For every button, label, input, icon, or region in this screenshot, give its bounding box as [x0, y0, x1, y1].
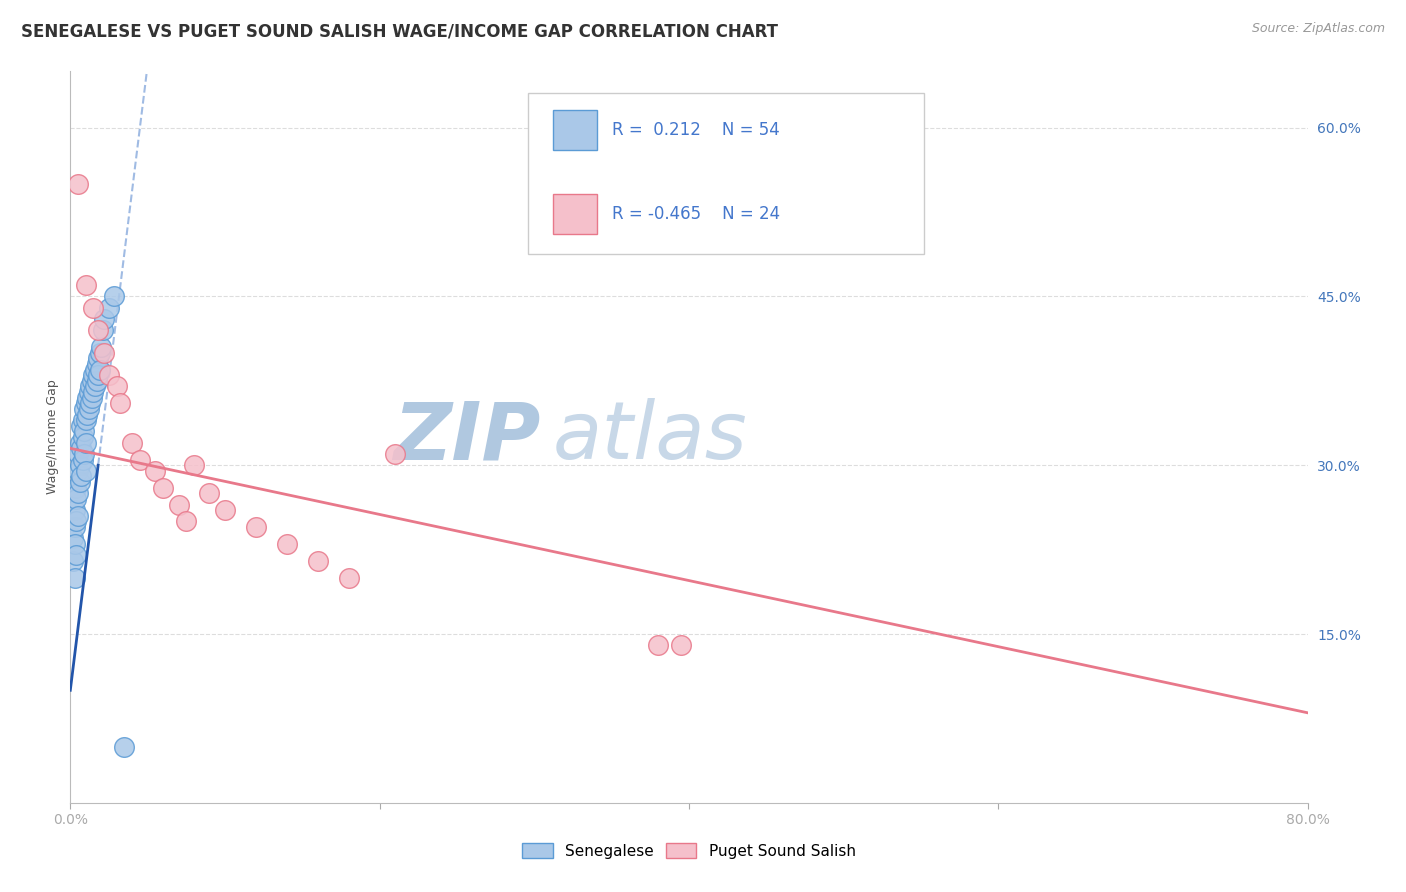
Point [87, 323, 110, 337]
Text: Source: ZipAtlas.com: Source: ZipAtlas.com [1251, 22, 1385, 36]
Point [70, 418, 93, 433]
Point [93, 312, 115, 326]
Point [245, 520, 267, 534]
Point [63, 537, 86, 551]
Point [152, 481, 174, 495]
Point [73, 447, 96, 461]
Point [67, 447, 90, 461]
Point [167, 498, 190, 512]
Point [63, 520, 86, 534]
Point [75, 413, 97, 427]
FancyBboxPatch shape [529, 94, 924, 254]
Point [89, 362, 111, 376]
Point [72, 452, 94, 467]
Point [75, 435, 97, 450]
Point [79, 379, 101, 393]
Point [65, 491, 87, 506]
Point [87, 351, 110, 366]
Point [65, 515, 87, 529]
Point [75, 396, 97, 410]
Point [80, 374, 103, 388]
Point [87, 368, 110, 383]
Point [82, 301, 105, 315]
Point [67, 177, 90, 191]
Point [62, 532, 84, 546]
FancyBboxPatch shape [553, 194, 598, 234]
Point [73, 401, 96, 416]
Point [82, 385, 105, 400]
Point [98, 301, 120, 315]
Point [62, 554, 84, 568]
Point [103, 289, 125, 303]
Point [67, 486, 90, 500]
Point [276, 537, 298, 551]
Text: R = -0.465    N = 24: R = -0.465 N = 24 [612, 205, 780, 223]
Point [84, 362, 107, 376]
Text: ZIP: ZIP [394, 398, 540, 476]
Point [65, 548, 87, 562]
Point [65, 481, 87, 495]
Point [89, 345, 111, 359]
Point [72, 413, 94, 427]
Point [214, 503, 236, 517]
FancyBboxPatch shape [553, 110, 598, 150]
Point [79, 396, 101, 410]
Point [70, 442, 93, 456]
Point [98, 368, 120, 383]
Point [198, 486, 221, 500]
Point [337, 571, 360, 585]
Point [77, 385, 100, 400]
Point [63, 503, 86, 517]
Point [671, 638, 693, 652]
Point [63, 571, 86, 585]
Point [114, 739, 135, 754]
Point [145, 464, 166, 478]
Text: SENEGALESE VS PUGET SOUND SALISH WAGE/INCOME GAP CORRELATION CHART: SENEGALESE VS PUGET SOUND SALISH WAGE/IN… [21, 22, 778, 40]
Point [90, 340, 112, 354]
Text: atlas: atlas [553, 398, 748, 476]
Point [76, 391, 98, 405]
Point [75, 464, 97, 478]
Point [73, 425, 96, 439]
Point [80, 391, 103, 405]
Point [93, 345, 115, 359]
Point [72, 430, 94, 444]
Text: R =  0.212    N = 54: R = 0.212 N = 54 [612, 121, 780, 139]
Y-axis label: Wage/Income Gap: Wage/Income Gap [46, 380, 59, 494]
Point [77, 401, 100, 416]
Point [105, 379, 128, 393]
Point [76, 408, 98, 422]
Point [86, 357, 108, 371]
Point [75, 278, 97, 293]
Point [129, 452, 152, 467]
Point [647, 638, 669, 652]
Point [174, 515, 197, 529]
Point [69, 435, 91, 450]
Legend: Senegalese, Puget Sound Salish: Senegalese, Puget Sound Salish [516, 837, 862, 864]
Point [67, 508, 90, 523]
Point [384, 447, 406, 461]
Point [86, 374, 108, 388]
Point [67, 464, 90, 478]
Point [69, 475, 91, 489]
Point [70, 469, 93, 483]
Point [307, 554, 329, 568]
Point [69, 458, 91, 473]
Point [82, 368, 105, 383]
Point [91, 323, 114, 337]
Point [121, 435, 143, 450]
Point [84, 379, 107, 393]
Point [183, 458, 205, 473]
Point [108, 396, 131, 410]
